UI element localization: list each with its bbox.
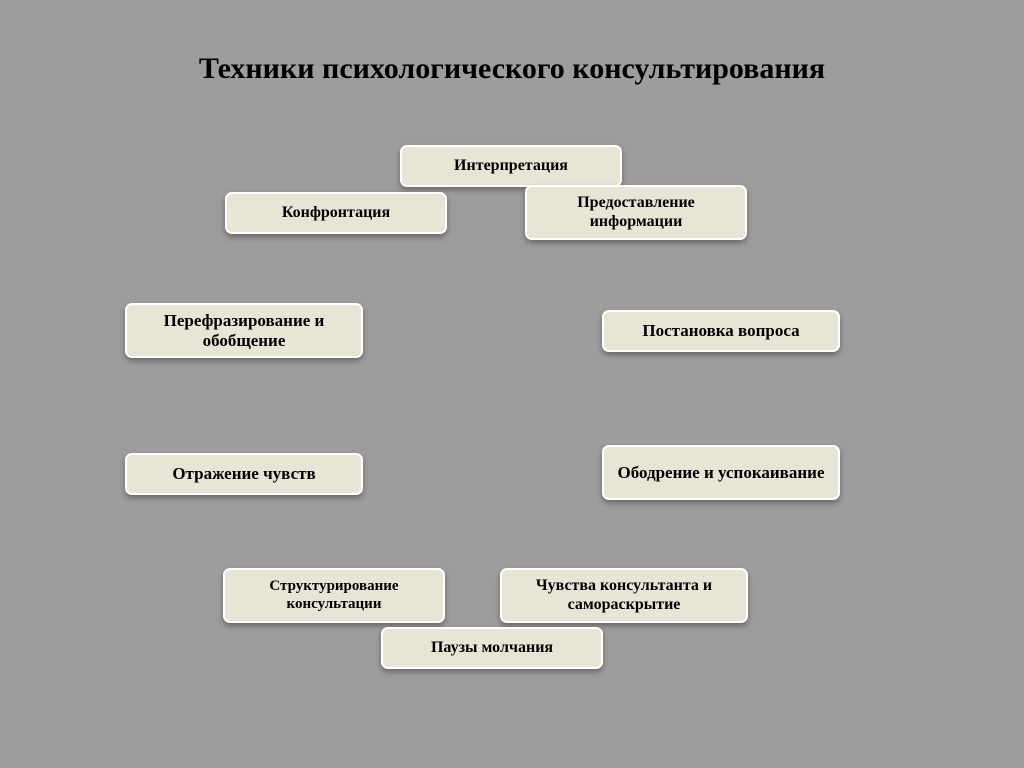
node-questioning: Постановка вопроса [602, 310, 840, 352]
node-silence-pauses: Паузы молчания [381, 627, 603, 669]
node-reflection: Отражение чувств [125, 453, 363, 495]
node-encouragement: Ободрение и успокаивание [602, 445, 840, 500]
node-paraphrasing: Перефразирование и обобщение [125, 303, 363, 358]
node-structuring: Структурирование консультации [223, 568, 445, 623]
diagram-canvas: Техники психологического консультировани… [0, 0, 1024, 768]
node-confrontation: Конфронтация [225, 192, 447, 234]
node-self-disclosure: Чувства консультанта и самораскрытие [500, 568, 748, 623]
node-provide-info: Предоставление информации [525, 185, 747, 240]
page-title: Техники психологического консультировани… [0, 52, 1024, 86]
node-interpretation: Интерпретация [400, 145, 622, 187]
